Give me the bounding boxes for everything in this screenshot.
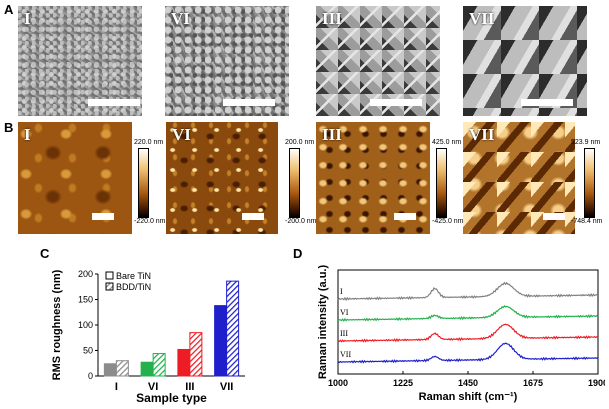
bar-y-tick-label: 0 [88, 371, 93, 381]
afm-image-3: III [316, 122, 430, 234]
afm-image-1: I [18, 122, 132, 234]
panel-d-letter: D [293, 246, 303, 261]
bar-bdd-tin [226, 280, 240, 377]
raman-series-label: I [340, 287, 343, 296]
bar-bare-tin [140, 361, 154, 377]
bar-y-tick-label: 200 [78, 269, 93, 279]
raman-x-tick-label: 1450 [458, 378, 478, 388]
raman-series-label: VII [340, 350, 351, 359]
afm-scale-min-2: -200.0 nm [285, 218, 317, 225]
scale-bar [521, 99, 573, 106]
afm-scale-max-1: 220.0 nm [134, 139, 164, 146]
sem-image-4: VII [463, 6, 587, 116]
bar-bare-tin [103, 363, 117, 377]
raman-line-chart: 1000 1225 1450 1675 1900 I VI III VII Raman int… [317, 265, 605, 403]
raman-x-label: Raman shift (cm⁻¹) [419, 391, 518, 403]
afm-label-1: I [24, 125, 31, 144]
bar-bdd-tin [152, 353, 166, 377]
bar-bdd-tin [115, 360, 129, 377]
raman-x-tick-label: 1000 [328, 378, 348, 388]
scale-bar [394, 213, 416, 220]
afm-label-3: III [322, 125, 342, 144]
bar-y-tick-label: 150 [78, 295, 93, 305]
bar-bdd-tin [189, 332, 203, 377]
raman-series-label: VI [340, 308, 349, 317]
sem-image-3: III [316, 6, 440, 116]
raman-series-iii [337, 323, 599, 343]
afm-scale-min-1: -220.0 nm [134, 218, 166, 225]
scale-bar [92, 213, 114, 220]
afm-colorbar-1 [138, 148, 149, 218]
afm-image-2: VI [166, 122, 278, 234]
raman-series-label: III [340, 329, 348, 338]
sem-image-2: VI [165, 6, 289, 116]
afm-colorbar-4 [584, 148, 595, 218]
raman-series-vi [337, 305, 599, 322]
afm-colorbar-3 [436, 148, 447, 218]
legend-swatch-bare [105, 271, 114, 280]
sem-label-4: VII [469, 9, 495, 28]
panel-a-letter: A [4, 2, 14, 17]
bar-x-tick-label: VI [148, 381, 158, 393]
bar-y-label: RMS roughness (nm) [51, 269, 63, 380]
afm-scale-min-4: -748.4 nm [571, 218, 603, 225]
afm-label-4: VII [469, 125, 495, 144]
raman-y-label: Raman intensity (a.u.) [317, 265, 329, 380]
bar-bare-tin [177, 348, 191, 377]
scale-bar [370, 99, 422, 106]
afm-scale-max-4: 523.9 nm [571, 139, 601, 146]
scale-bar [88, 99, 140, 106]
afm-colorbar-2 [289, 148, 300, 218]
panel-c-letter: C [40, 246, 50, 261]
sem-label-3: III [322, 9, 342, 28]
scale-bar [543, 213, 565, 220]
sem-image-1: I [18, 6, 142, 116]
legend-label: BDD/TiN [116, 282, 151, 292]
bar-x-label: Sample type [136, 391, 207, 405]
afm-label-2: VI [172, 125, 191, 144]
raman-series-vii [337, 342, 599, 364]
raman-x-tick-label: 1675 [523, 378, 543, 388]
raman-x-tick-label: 1225 [393, 378, 413, 388]
scale-bar [223, 99, 275, 106]
legend-label: Bare TiN [116, 271, 151, 281]
legend-swatch-bdd [105, 282, 114, 291]
raman-x-tick-label: 1900 [588, 378, 605, 388]
bar-y-tick-label: 50 [83, 346, 93, 356]
afm-scale-min-3: -425.0 nm [432, 218, 464, 225]
raman-series-i [337, 281, 599, 302]
afm-scale-max-3: 425.0 nm [432, 139, 462, 146]
bar-x-tick-label: III [185, 381, 194, 393]
scale-bar [242, 213, 264, 220]
sem-label-1: I [24, 9, 31, 28]
panel-b-letter: B [4, 120, 14, 135]
afm-scale-max-2: 200.0 nm [285, 139, 315, 146]
bar-x-tick-label: VII [220, 381, 233, 393]
afm-image-4: VII [463, 122, 575, 234]
bar-bare-tin [214, 305, 228, 377]
bar-y-tick-label: 100 [78, 320, 93, 330]
sem-label-2: VI [171, 9, 190, 28]
bar-x-tick-label: I [115, 381, 118, 393]
